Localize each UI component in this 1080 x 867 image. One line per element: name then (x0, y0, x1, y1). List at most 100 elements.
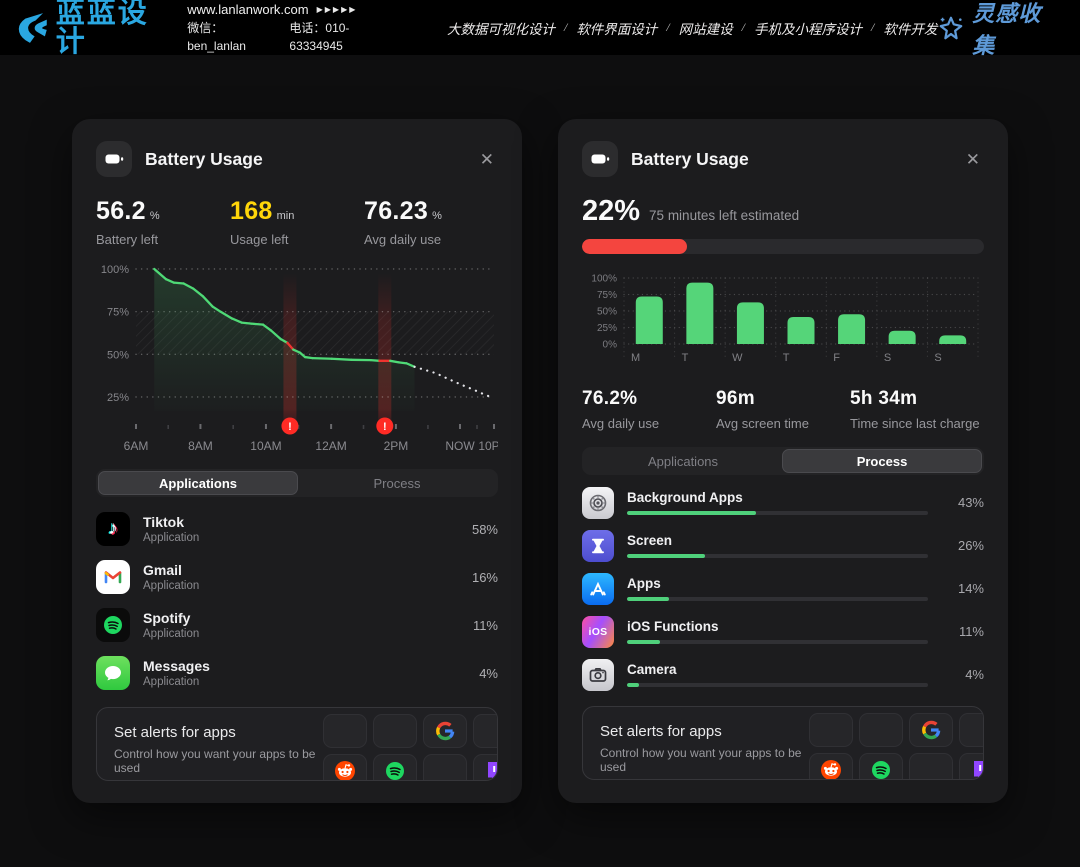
process-progress-track (627, 596, 928, 602)
process-name: Screen (627, 532, 673, 548)
process-name: Camera (627, 661, 677, 677)
app-row-tiktok[interactable]: ♪ Tiktok Application 58% (96, 505, 498, 553)
battery-progress-fill (582, 239, 687, 254)
process-usage-value: 43% (957, 495, 984, 510)
stat-label: Avg daily use (364, 232, 442, 247)
stat-time-since-charge: 5h 34m Time since last charge (850, 388, 984, 431)
stat-label: Avg daily use (582, 416, 660, 431)
process-row-camera[interactable]: Camera 4% (582, 653, 984, 696)
stat-value: 168 (230, 197, 273, 225)
battery-icon (582, 141, 618, 177)
alerts-title: Set alerts for apps (600, 723, 722, 740)
app-tile-reddit-icon[interactable] (323, 754, 367, 780)
tab-process[interactable]: Process (782, 449, 982, 473)
gmail-icon (96, 560, 130, 594)
app-tile-spotify-icon[interactable] (373, 754, 417, 780)
main-area: Battery Usage ✕ 56.2% Battery left 168 mi… (0, 55, 1080, 803)
app-usage-value: 4% (479, 665, 498, 681)
site-contact: www.lanlanwork.com ▶▶▶▶▶ 微信：ben_lanlan 电… (187, 0, 395, 55)
main-nav: 大数据可视化设计 / 软件界面设计 / 网站建设 / 手机及小程序设计 / 软件开发 (447, 18, 937, 38)
stats-row: 76.2% Avg daily use 96m Avg screen time … (582, 388, 984, 431)
process-progress-track (627, 510, 928, 516)
card-title: Battery Usage (145, 148, 263, 169)
ios-icon: iOS (582, 615, 614, 648)
app-tile-empty[interactable] (323, 714, 367, 748)
app-name: Gmail (143, 562, 182, 578)
card-title: Battery Usage (631, 148, 749, 169)
svg-text:10AM: 10AM (250, 439, 281, 453)
app-tiles-grid (323, 714, 497, 780)
app-tile-empty[interactable] (909, 753, 953, 779)
nav-separator: / (563, 20, 568, 34)
collect-label: 灵感收集 (972, 0, 1042, 58)
svg-text:25%: 25% (107, 392, 129, 404)
nav-item-2[interactable]: 网站建设 (678, 21, 733, 37)
nav-item-3[interactable]: 手机及小程序设计 (754, 21, 862, 37)
app-type: Application (143, 628, 200, 640)
inspiration-collect-button[interactable]: 灵感收集 (937, 0, 1058, 60)
site-header: 蓝蓝设计 www.lanlanwork.com ▶▶▶▶▶ 微信：ben_lan… (0, 0, 1080, 58)
app-tile-twitch-icon[interactable] (959, 753, 983, 779)
process-row-background-apps[interactable]: Background Apps 43% (582, 481, 984, 524)
stat-avg-daily-use: 76.23% Avg daily use (364, 197, 498, 247)
app-tile-empty[interactable] (423, 754, 467, 780)
app-tile-spotify-icon[interactable] (859, 753, 903, 779)
nav-item-4[interactable]: 软件开发 (883, 21, 938, 37)
card-header: Battery Usage ✕ (96, 141, 498, 177)
card-header: Battery Usage ✕ (582, 141, 984, 177)
app-type: Application (143, 580, 200, 592)
process-row-screen[interactable]: Screen 26% (582, 524, 984, 567)
set-alerts-panel-right[interactable]: Set alerts for apps Control how you want… (582, 706, 984, 780)
process-progress-fill (627, 596, 670, 602)
app-row-messages[interactable]: Messages Application 4% (96, 649, 498, 697)
close-icon[interactable]: ✕ (479, 149, 494, 169)
process-row-ios-functions[interactable]: iOS iOS Functions 11% (582, 610, 984, 653)
svg-text:75%: 75% (107, 307, 129, 319)
battery-percent: 22% (582, 195, 641, 227)
app-tile-google-icon[interactable] (909, 713, 953, 747)
svg-text:75%: 75% (597, 290, 617, 301)
tab-process[interactable]: Process (373, 475, 421, 491)
app-tile-empty[interactable] (959, 713, 983, 747)
app-name: Messages (143, 658, 210, 674)
app-tile-empty[interactable] (373, 714, 417, 748)
stat-unit: % (432, 210, 442, 222)
battery-progress-bar (582, 239, 984, 254)
svg-text:25%: 25% (597, 323, 617, 334)
stat-value: 76.2% (582, 388, 638, 409)
svg-text:NOW: NOW (445, 439, 475, 453)
tab-applications[interactable]: Applications (647, 453, 719, 469)
battery-usage-card-left: Battery Usage ✕ 56.2% Battery left 168 mi… (72, 119, 522, 803)
nav-item-1[interactable]: 软件界面设计 (576, 21, 658, 37)
app-tile-google-icon[interactable] (423, 714, 467, 748)
app-row-gmail[interactable]: Gmail Application 16% (96, 553, 498, 601)
nav-item-0[interactable]: 大数据可视化设计 (446, 21, 555, 37)
tab-applications[interactable]: Applications (98, 471, 298, 495)
stat-avg-screen-time: 96m Avg screen time (716, 388, 850, 431)
set-alerts-panel-left[interactable]: Set alerts for apps Control how you want… (96, 707, 498, 781)
svg-text:M: M (631, 352, 640, 364)
spotify-icon (96, 608, 130, 642)
app-tile-twitch-icon[interactable] (473, 754, 497, 780)
close-icon[interactable]: ✕ (965, 149, 980, 169)
app-usage-value: 11% (472, 617, 498, 633)
app-tile-reddit-icon[interactable] (809, 753, 853, 779)
app-tiles-grid (809, 713, 983, 779)
nav-separator: / (741, 20, 745, 34)
app-tile-empty[interactable] (809, 713, 853, 747)
app-row-spotify[interactable]: Spotify Application 11% (96, 601, 498, 649)
svg-text:10PM: 10PM (478, 439, 498, 453)
nav-separator: / (871, 20, 875, 34)
app-tile-empty[interactable] (473, 714, 497, 748)
lanlan-logo[interactable]: 蓝蓝设计 (16, 0, 171, 57)
stat-unit: min (276, 210, 295, 222)
process-progress-track (627, 639, 928, 645)
arrows-decoration: ▶▶▶▶▶ (316, 4, 358, 14)
process-progress-fill (627, 553, 706, 559)
process-row-apps[interactable]: Apps 14% (582, 567, 984, 610)
wechat-contact: 微信：ben_lanlan (187, 21, 246, 54)
process-progress-track (627, 682, 928, 688)
svg-text:0%: 0% (603, 340, 618, 351)
app-tile-empty[interactable] (859, 713, 903, 747)
svg-text:8AM: 8AM (188, 439, 213, 453)
